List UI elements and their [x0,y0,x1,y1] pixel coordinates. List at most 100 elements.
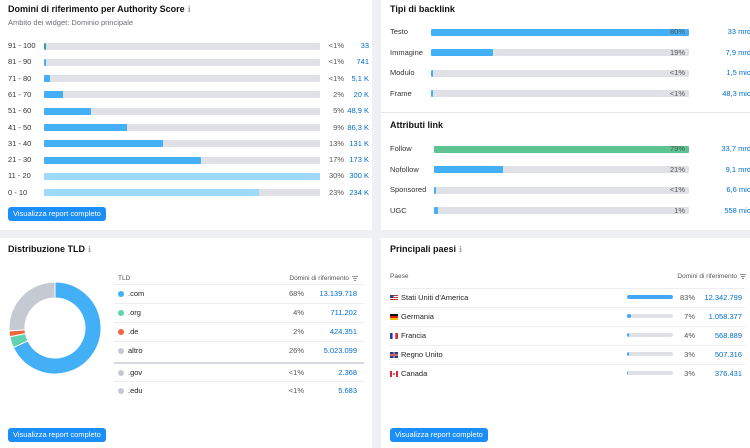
donut-slice[interactable] [8,281,56,332]
domains-column-header[interactable]: Domini di riferimento [289,274,358,284]
tld-color-dot [118,348,124,354]
bar-track[interactable] [44,91,320,99]
bar-track[interactable] [44,107,320,115]
bar-value-link[interactable]: 33 [360,41,369,50]
bar-fill [44,42,46,50]
country-domains-link[interactable]: 1.058.377 [708,312,742,321]
bar-percent: <1% [328,57,344,67]
bar-value-link[interactable]: 234 K [349,187,369,197]
bar-track[interactable] [431,28,689,36]
tld-column-header[interactable]: TLD [118,275,131,282]
bar-track[interactable] [434,166,689,173]
bar-label: Sponsored [390,185,427,194]
table-row[interactable]: .com 68% 13.139.718 [114,284,364,303]
bar-value-link[interactable]: 48,3 mio [722,88,750,98]
bar-value-link[interactable]: 131 K [349,138,369,148]
bar-track[interactable] [44,124,320,131]
donut-slice[interactable] [12,281,102,375]
bar-track[interactable] [434,207,689,214]
tld-name: .com [128,289,145,298]
bar-value-link[interactable]: 33,7 mrd [721,144,750,153]
tld-domains-link[interactable]: 424.351 [329,327,357,336]
bar-track[interactable] [44,140,320,148]
bar-label: Testo [390,27,408,36]
bar-fill [434,186,436,194]
info-icon[interactable]: ℹ [88,245,92,254]
table-row[interactable]: .de 2% 424.351 [114,322,364,341]
bar-label: Nofollow [390,164,419,174]
bar-value-link[interactable]: 1,5 mio [726,68,750,77]
countries-full-report-button[interactable]: Visualizza report completo [390,428,488,442]
bar-row: Sponsored <1% 6,6 mio [390,185,750,195]
country-domains-link[interactable]: 507.316 [714,350,742,359]
ca-flag-icon [390,370,398,377]
tld-percent: 4% [293,308,304,317]
bar-track[interactable] [434,186,689,194]
country-name: Canada [401,369,428,378]
tld-name: .edu [128,386,143,395]
bar-label: 21 - 30 [8,155,32,165]
bar-value-link[interactable]: 86,3 K [347,122,369,132]
bar-fill [434,166,503,173]
top-countries-card: Principali paesi ℹ Paese Domini di riferi… [381,238,750,448]
bar-value-link[interactable]: 9,1 mrd [725,164,750,174]
tld-percent: <1% [288,386,304,395]
country-domains-link[interactable]: 568.889 [714,331,742,340]
country-domains-link[interactable]: 376.431 [714,369,742,378]
bar-label: UGC [390,205,407,215]
country-column-header[interactable]: Paese [390,273,409,280]
bar-value-link[interactable]: 5,1 K [351,73,369,83]
tld-domains-link[interactable]: 711.202 [330,308,357,317]
bar-value-link[interactable]: 741 [356,57,369,67]
bar-value-link[interactable]: 558 mio [724,205,750,215]
bar-value-link[interactable]: 20 K [353,89,369,99]
domains-column-header[interactable]: Domini di riferimento [677,272,746,282]
top-countries-title: Principali paesi ℹ [390,244,463,254]
tld-domains-link[interactable]: 5.023.099 [323,346,357,355]
bar-percent: <1% [669,88,685,98]
table-row[interactable]: Stati Uniti d'America 83% 12.342.799 [390,288,745,307]
bar-value-link[interactable]: 6,6 mio [726,185,750,194]
table-row[interactable]: Canada 3% 376.431 [390,364,745,383]
bar-track[interactable] [431,90,689,97]
bar-value-link[interactable]: 300 K [349,171,369,181]
table-row[interactable]: .gov <1% 2.368 [114,362,364,381]
table-row[interactable]: .org 4% 711.202 [114,303,364,322]
tld-domains-link[interactable]: 13.139.718 [319,289,357,298]
info-icon[interactable]: ℹ [187,5,191,14]
bar-track[interactable] [44,42,320,50]
table-row[interactable]: Francia 4% 568.889 [390,326,745,345]
info-icon[interactable]: ℹ [459,245,463,254]
bar-fill [44,189,260,197]
bar-fill [434,207,438,214]
bar-label: Modulo [390,68,415,77]
country-percent: 3% [684,369,695,378]
country-domains-link[interactable]: 12.342.799 [704,293,742,302]
tld-full-report-button[interactable]: Visualizza report completo [8,428,106,442]
tld-domains-link[interactable]: 2.368 [338,368,357,377]
tld-domains-link[interactable]: 5.683 [338,386,357,395]
table-row[interactable]: Germania 7% 1.058.377 [390,307,745,326]
table-row[interactable]: altro 26% 5.023.099 [114,341,364,360]
bar-track[interactable] [44,189,320,197]
bar-track[interactable] [434,145,689,153]
bar-track[interactable] [44,172,320,180]
bar-track[interactable] [44,75,320,83]
bar-value-link[interactable]: 48,9 K [347,106,369,116]
bar-track[interactable] [431,49,689,56]
bar-fill [44,58,46,66]
country-percent: 7% [684,312,695,321]
sort-icon [740,273,746,279]
bar-label: 71 - 80 [8,73,32,83]
bar-value-link[interactable]: 7,9 mrd [725,47,750,57]
bar-row: Immagine 19% 7,9 mrd [390,48,750,58]
table-row[interactable]: Regno Unito 3% 507.316 [390,345,745,364]
bar-value-link[interactable]: 173 K [349,155,369,165]
bar-track[interactable] [431,69,689,77]
bar-track[interactable] [44,58,320,66]
table-row[interactable]: .edu <1% 5.683 [114,381,364,400]
bar-track[interactable] [44,156,320,164]
authority-full-report-button[interactable]: Visualizza report completo [8,207,106,221]
bar-fill [44,91,64,99]
bar-value-link[interactable]: 33 mrd [727,27,750,36]
